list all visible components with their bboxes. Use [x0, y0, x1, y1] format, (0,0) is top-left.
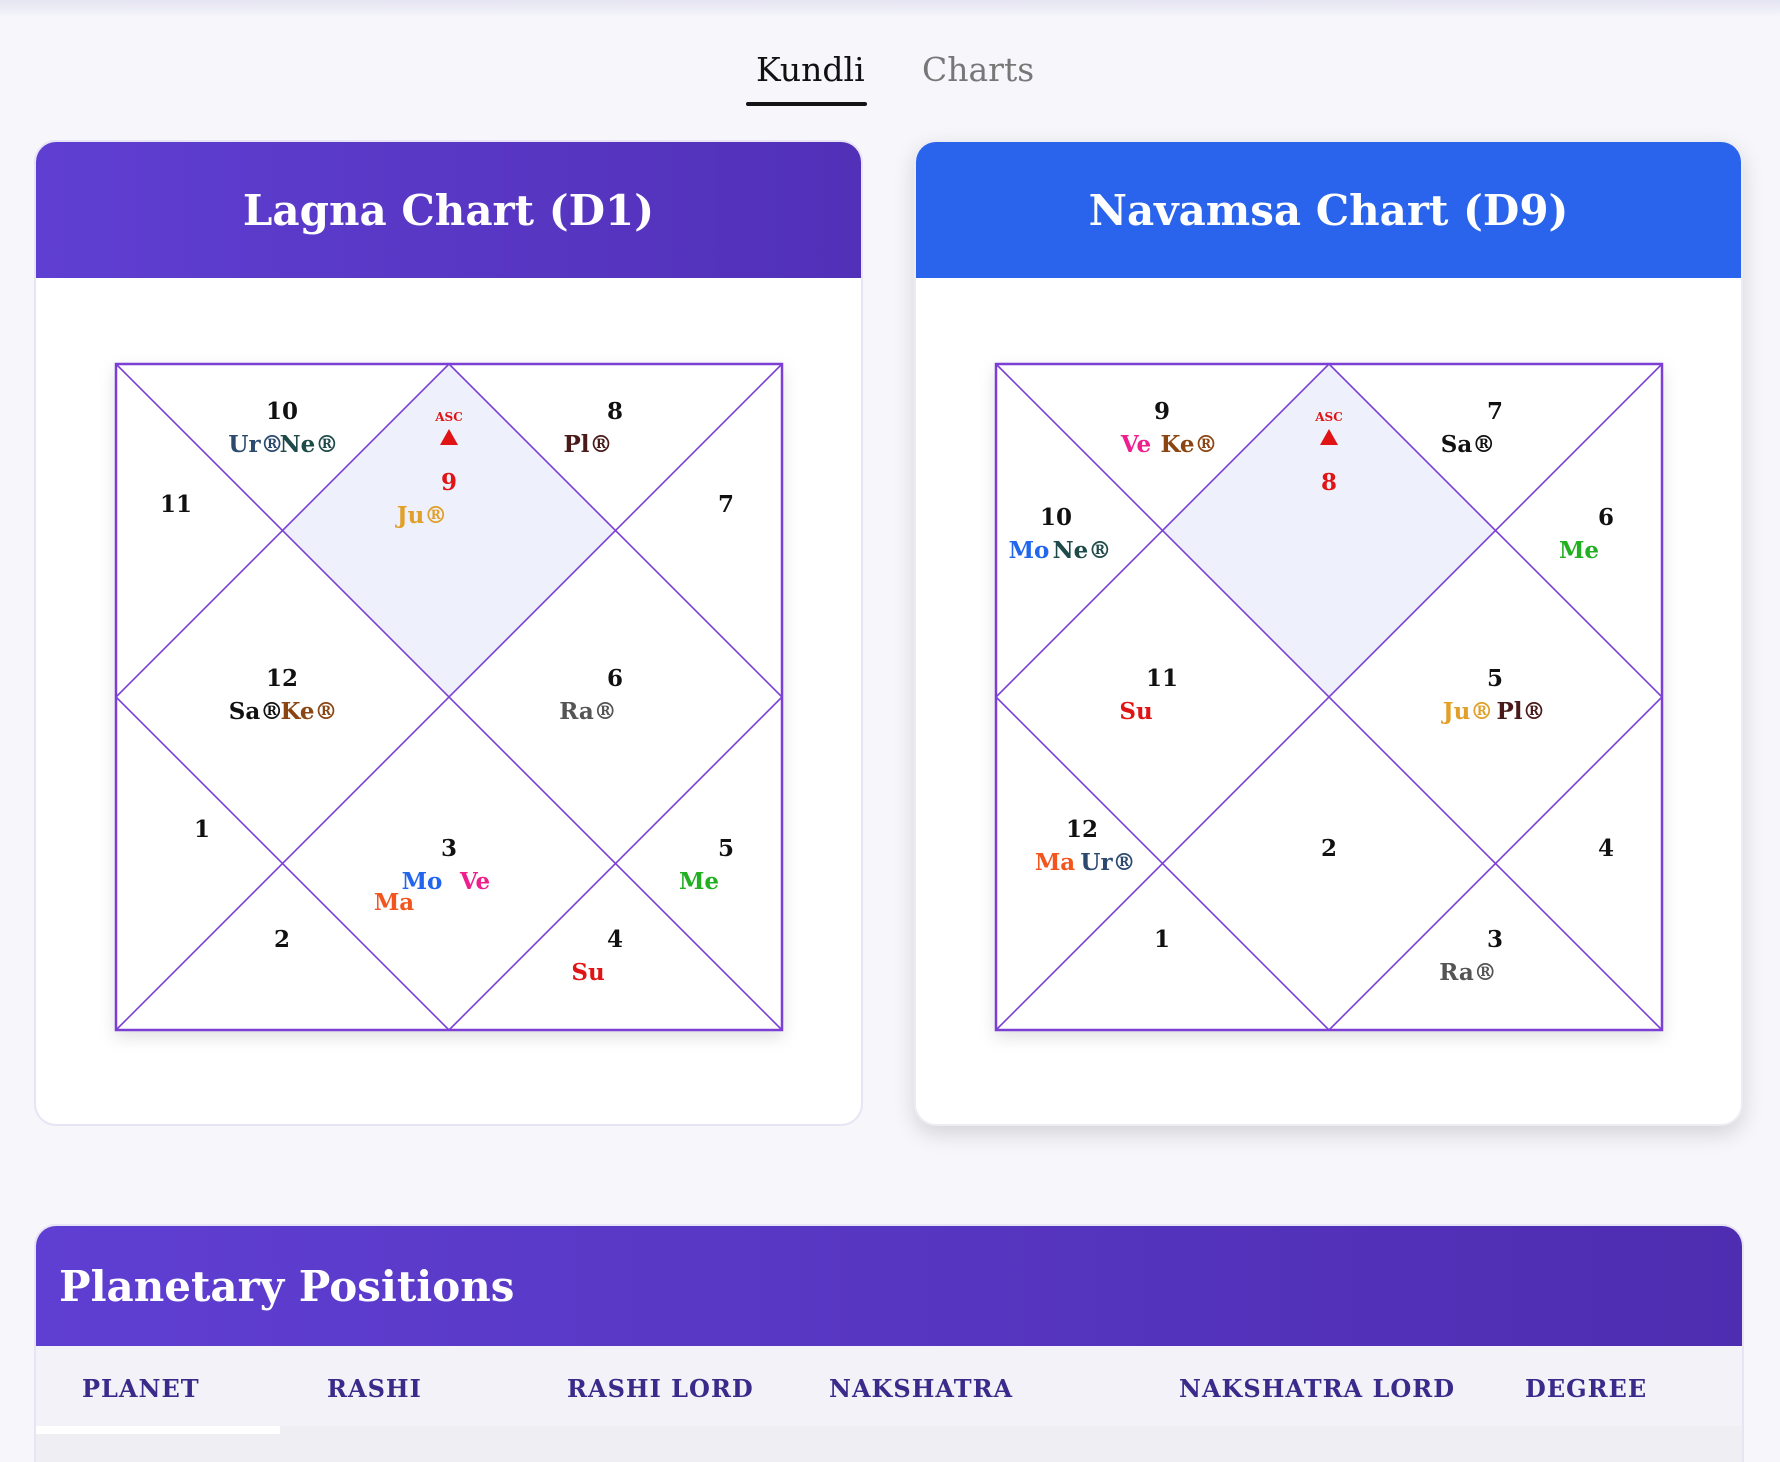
navamsa-chart-card: Navamsa Chart (D9) ASC 8 9 10 11 12 1 2 … — [914, 140, 1743, 1126]
triangle-up-icon — [440, 429, 458, 445]
column-header-rashi-lord[interactable]: RASHI LORD — [567, 1374, 754, 1403]
top-shadow — [0, 0, 1780, 18]
planet-label: Pl® — [563, 431, 612, 458]
planet-label: Ur® — [1080, 849, 1135, 876]
table-body — [36, 1426, 1742, 1462]
triangle-up-icon — [1320, 429, 1338, 445]
house-number: 3 — [1487, 926, 1503, 953]
lagna-chart-card: Lagna Chart (D1) ASC 9 10 11 12 1 2 3 4 … — [34, 140, 863, 1126]
planet-label: Ke® — [1160, 431, 1217, 458]
house-number: 11 — [1146, 665, 1178, 692]
planet-label: Mo — [402, 868, 443, 895]
planet-label: Ur® — [228, 431, 283, 458]
column-header-nakshatra[interactable]: NAKSHATRA — [829, 1374, 1014, 1403]
house-number: 8 — [607, 398, 623, 425]
house-number: 6 — [1598, 504, 1614, 531]
lagna-chart: ASC 9 10 11 12 1 2 3 4 5 6 7 8 Ju® Ur® N… — [114, 362, 784, 1032]
planet-label: Sa® — [1441, 431, 1496, 458]
house-number: 6 — [607, 665, 623, 692]
column-header-degree[interactable]: DEGREE — [1525, 1374, 1648, 1403]
planet-label: Me — [679, 868, 719, 895]
asc-label: ASC — [1314, 410, 1343, 424]
house-number: 12 — [1066, 816, 1098, 843]
planet-label: Ra® — [1439, 959, 1497, 986]
house-number: 4 — [1598, 835, 1614, 862]
column-header-nakshatra-lord[interactable]: NAKSHATRA LORD — [1179, 1374, 1456, 1403]
house-number: 10 — [266, 398, 298, 425]
table-cell-divider — [36, 1426, 280, 1434]
tab-bar: Kundli Charts — [0, 40, 1780, 110]
planet-label: Su — [571, 959, 604, 986]
asc-label: ASC — [434, 410, 463, 424]
lagna-chart-title: Lagna Chart (D1) — [36, 142, 861, 278]
tab-charts[interactable]: Charts — [922, 50, 1035, 89]
planet-label: Ve — [459, 868, 490, 895]
house-number: 9 — [1154, 398, 1170, 425]
house-number: 7 — [718, 491, 734, 518]
planet-label: Ma — [1035, 849, 1075, 876]
planet-label: Me — [1559, 537, 1599, 564]
navamsa-chart: ASC 8 9 10 11 12 1 2 3 4 5 6 7 Ve Ke® Mo… — [994, 362, 1664, 1032]
house-number: 10 — [1040, 504, 1072, 531]
house-number: 8 — [1321, 469, 1337, 496]
chart-inner-diamond — [994, 362, 1664, 1032]
house-number: 11 — [160, 491, 192, 518]
planetary-positions-title: Planetary Positions — [36, 1226, 1742, 1346]
house-number: 5 — [1487, 665, 1503, 692]
tab-kundli[interactable]: Kundli — [756, 50, 865, 89]
planet-label: Ra® — [559, 698, 617, 725]
house-number: 2 — [274, 926, 290, 953]
house-number: 3 — [441, 835, 457, 862]
planet-label: Ve — [1120, 431, 1151, 458]
planet-label: Ne® — [280, 431, 339, 458]
planet-label: Pl® — [1496, 698, 1545, 725]
house-number: 4 — [607, 926, 623, 953]
planet-label: Ma — [374, 889, 414, 916]
chart-inner-diamond — [114, 362, 784, 1032]
navamsa-chart-title: Navamsa Chart (D9) — [916, 142, 1741, 278]
planetary-positions-section: Planetary Positions PLANET RASHI RASHI L… — [34, 1224, 1744, 1462]
chart-diagonal — [995, 363, 1663, 1031]
house-number: 2 — [1321, 835, 1337, 862]
house-number: 5 — [718, 835, 734, 862]
house-number: 1 — [194, 816, 210, 843]
planet-label: Ne® — [1053, 537, 1112, 564]
planet-label: Mo — [1009, 537, 1050, 564]
active-tab-indicator — [746, 102, 867, 106]
planet-label: Ke® — [280, 698, 337, 725]
house-number: 7 — [1487, 398, 1503, 425]
planet-label: Su — [1119, 698, 1152, 725]
planet-label: Ju® — [395, 502, 448, 529]
table-header-row: PLANET RASHI RASHI LORD NAKSHATRA NAKSHA… — [36, 1346, 1742, 1426]
house-number: 12 — [266, 665, 298, 692]
house-number: 9 — [441, 469, 457, 496]
planet-label: Ju® — [1441, 698, 1494, 725]
chart-diagonal — [115, 363, 783, 1031]
column-header-planet[interactable]: PLANET — [82, 1374, 200, 1403]
column-header-rashi[interactable]: RASHI — [327, 1374, 422, 1403]
planet-label: Sa® — [229, 698, 284, 725]
house-number: 1 — [1154, 926, 1170, 953]
